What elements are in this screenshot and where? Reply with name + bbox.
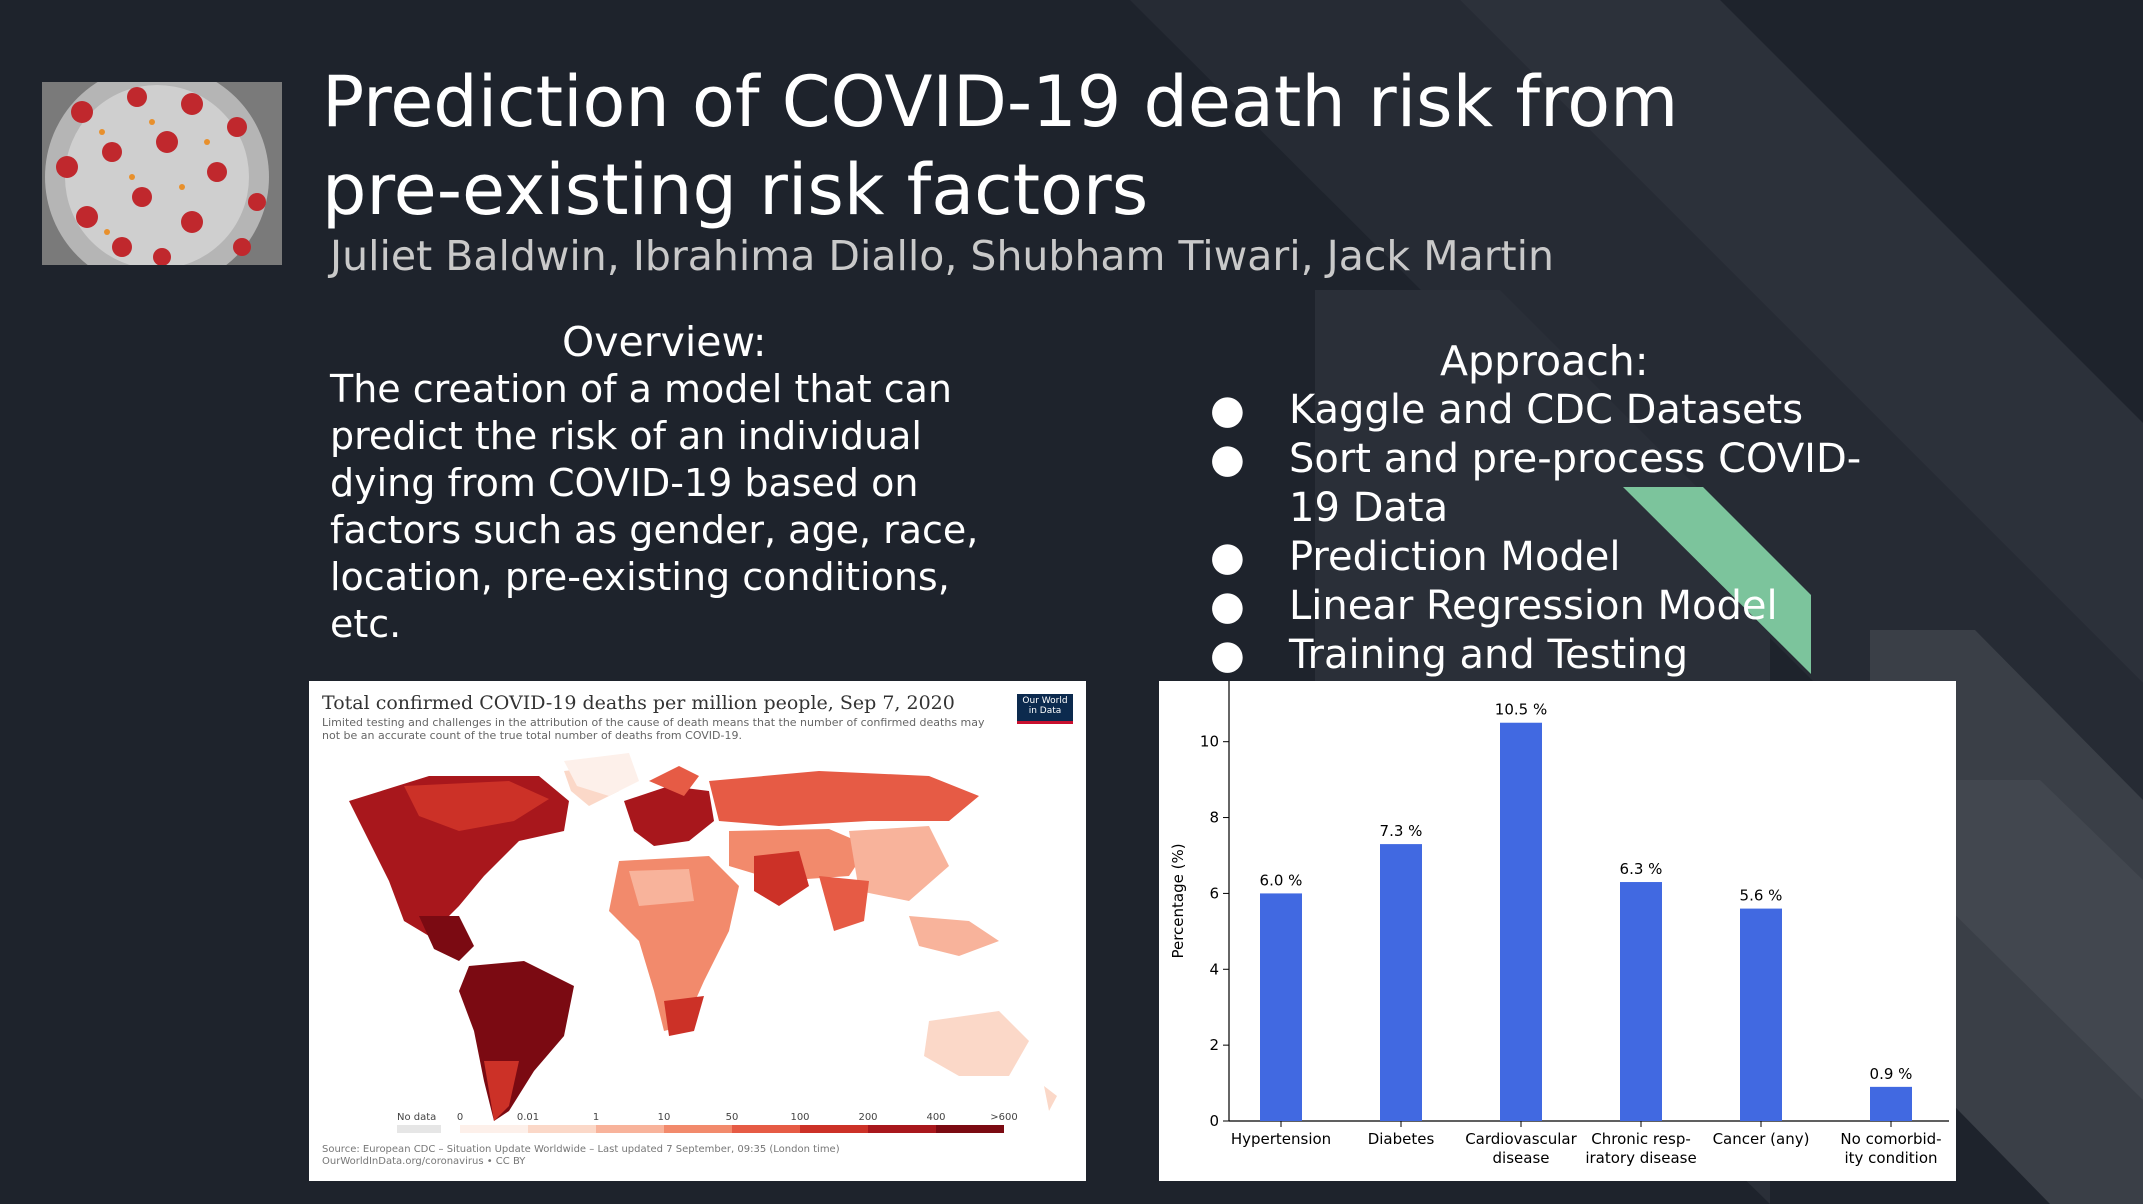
slide-title-line-2: pre-existing risk factors [322, 149, 1149, 231]
y-tick-label: 10 [1200, 733, 1219, 751]
bar-value-label: 0.9 % [1870, 1065, 1913, 1083]
authors: Juliet Baldwin, Ibrahima Diallo, Shubham… [330, 232, 1555, 280]
y-tick-label: 2 [1209, 1036, 1219, 1054]
legend-tick-label: 1 [593, 1112, 599, 1123]
bar-value-label: 10.5 % [1495, 701, 1547, 719]
y-tick-label: 4 [1209, 960, 1219, 978]
legend-tick-label: 0.01 [517, 1112, 539, 1123]
legend-tick-label: 50 [726, 1112, 739, 1123]
approach-item: ● Training and Testing [1210, 631, 1910, 680]
world-map [349, 753, 1057, 1121]
bar-value-label: 6.0 % [1260, 871, 1303, 889]
x-tick-label: Cancer (any) [1713, 1130, 1810, 1148]
overview-line: etc. [330, 602, 402, 646]
approach-item: ● Linear Regression Model [1210, 582, 1910, 631]
bar [1380, 844, 1422, 1121]
x-tick-label: Diabetes [1368, 1130, 1435, 1148]
legend-swatch [936, 1125, 1004, 1133]
map-title: Total confirmed COVID-19 deaths per mill… [322, 692, 955, 714]
overview-heading: Overview: [562, 318, 767, 366]
y-tick-label: 0 [1209, 1112, 1219, 1130]
approach-item: ● Prediction Model [1210, 533, 1910, 582]
legend-nodata-swatch [397, 1125, 441, 1133]
x-tick-label: disease [1493, 1149, 1550, 1167]
legend-swatch [596, 1125, 664, 1133]
legend-tick-label: 400 [926, 1112, 945, 1123]
bullet-icon: ● [1210, 534, 1245, 580]
approach-item-label: Linear Regression Model [1289, 583, 1778, 629]
bullet-icon: ● [1210, 632, 1245, 678]
x-tick-label: ity condition [1844, 1149, 1937, 1167]
x-tick-label: Chronic resp- [1591, 1130, 1691, 1148]
bar-value-label: 5.6 % [1740, 887, 1783, 905]
bar [1260, 893, 1302, 1121]
bar [1870, 1086, 1912, 1121]
bar-value-label: 7.3 % [1380, 822, 1423, 840]
map-source: Source: European CDC – Situation Update … [322, 1144, 1022, 1168]
approach-heading: Approach: [1440, 337, 1649, 385]
y-axis-label: Percentage (%) [1169, 843, 1187, 958]
approach-item: ● Kaggle and CDC Datasets [1210, 386, 1910, 435]
map-source-line: OurWorldInData.org/coronavirus • CC BY [322, 1156, 526, 1167]
legend-nodata-label: No data [397, 1112, 436, 1123]
legend-swatch [460, 1125, 528, 1133]
legend-tick-label: 10 [658, 1112, 671, 1123]
map-legend: No data 0 0.01 1 10 50 100 200 400 >600 [397, 1112, 1018, 1133]
legend-swatch [732, 1125, 800, 1133]
y-tick-label: 8 [1209, 809, 1219, 827]
overview-line: predict the risk of an individual [330, 414, 922, 458]
world-map-figure: Total confirmed COVID-19 deaths per mill… [309, 681, 1086, 1181]
bar [1620, 882, 1662, 1121]
overview-line: factors such as gender, age, race, [330, 508, 979, 552]
legend-swatch [664, 1125, 732, 1133]
bar [1740, 908, 1782, 1121]
slide-title-line-1: Prediction of COVID-19 death risk from [322, 61, 1679, 143]
x-tick-label: Cardiovascular [1465, 1130, 1577, 1148]
x-tick-label: No comorbid- [1840, 1130, 1941, 1148]
overview-line: location, pre-existing conditions, [330, 555, 950, 599]
approach-item-label: Sort and pre-process COVID-19 Data [1289, 436, 1862, 531]
overview-line: The creation of a model that can [330, 367, 952, 411]
owid-logo-line: Our World [1022, 696, 1068, 706]
map-subtitle: Limited testing and challenges in the at… [322, 716, 985, 742]
legend-swatch [868, 1125, 936, 1133]
approach-item: ● Sort and pre-process COVID-19 Data [1210, 435, 1910, 533]
map-source-line: Source: European CDC – Situation Update … [322, 1144, 840, 1155]
bullet-icon: ● [1210, 583, 1245, 629]
bullet-icon: ● [1210, 387, 1245, 433]
overview-body: The creation of a model that can predict… [330, 366, 1030, 648]
legend-tick-label: 0 [457, 1112, 463, 1123]
slide-title: Prediction of COVID-19 death risk from p… [322, 58, 1822, 234]
approach-item-label: Training and Testing [1289, 632, 1689, 678]
legend-swatch [800, 1125, 868, 1133]
owid-logo: Our World in Data [1017, 694, 1073, 724]
y-tick-label: 6 [1209, 884, 1219, 902]
bar-chart-figure: 0 2 4 6 8 10 Percentage (%) 6.0 % Hypertension 7.… [1159, 681, 1956, 1181]
bar-value-label: 6.3 % [1620, 860, 1663, 878]
bar [1500, 722, 1542, 1121]
owid-logo-line: in Data [1028, 706, 1062, 716]
legend-tick-label: 200 [858, 1112, 877, 1123]
bar-chart: 0 2 4 6 8 10 Percentage (%) 6.0 % Hypertension 7.… [1169, 681, 1949, 1167]
coronavirus-image [42, 82, 282, 265]
legend-tick-label: 100 [790, 1112, 809, 1123]
legend-swatch [528, 1125, 596, 1133]
x-tick-label: iratory disease [1585, 1149, 1696, 1167]
bullet-icon: ● [1210, 436, 1245, 482]
approach-item-label: Prediction Model [1289, 534, 1621, 580]
approach-list: ● Kaggle and CDC Datasets ● Sort and pre-p… [1210, 386, 1910, 680]
x-tick-label: Hypertension [1231, 1130, 1331, 1148]
legend-tick-label: >600 [990, 1112, 1017, 1123]
approach-item-label: Kaggle and CDC Datasets [1289, 387, 1804, 433]
overview-line: dying from COVID-19 based on [330, 461, 919, 505]
accent-triangle [1623, 487, 1811, 674]
